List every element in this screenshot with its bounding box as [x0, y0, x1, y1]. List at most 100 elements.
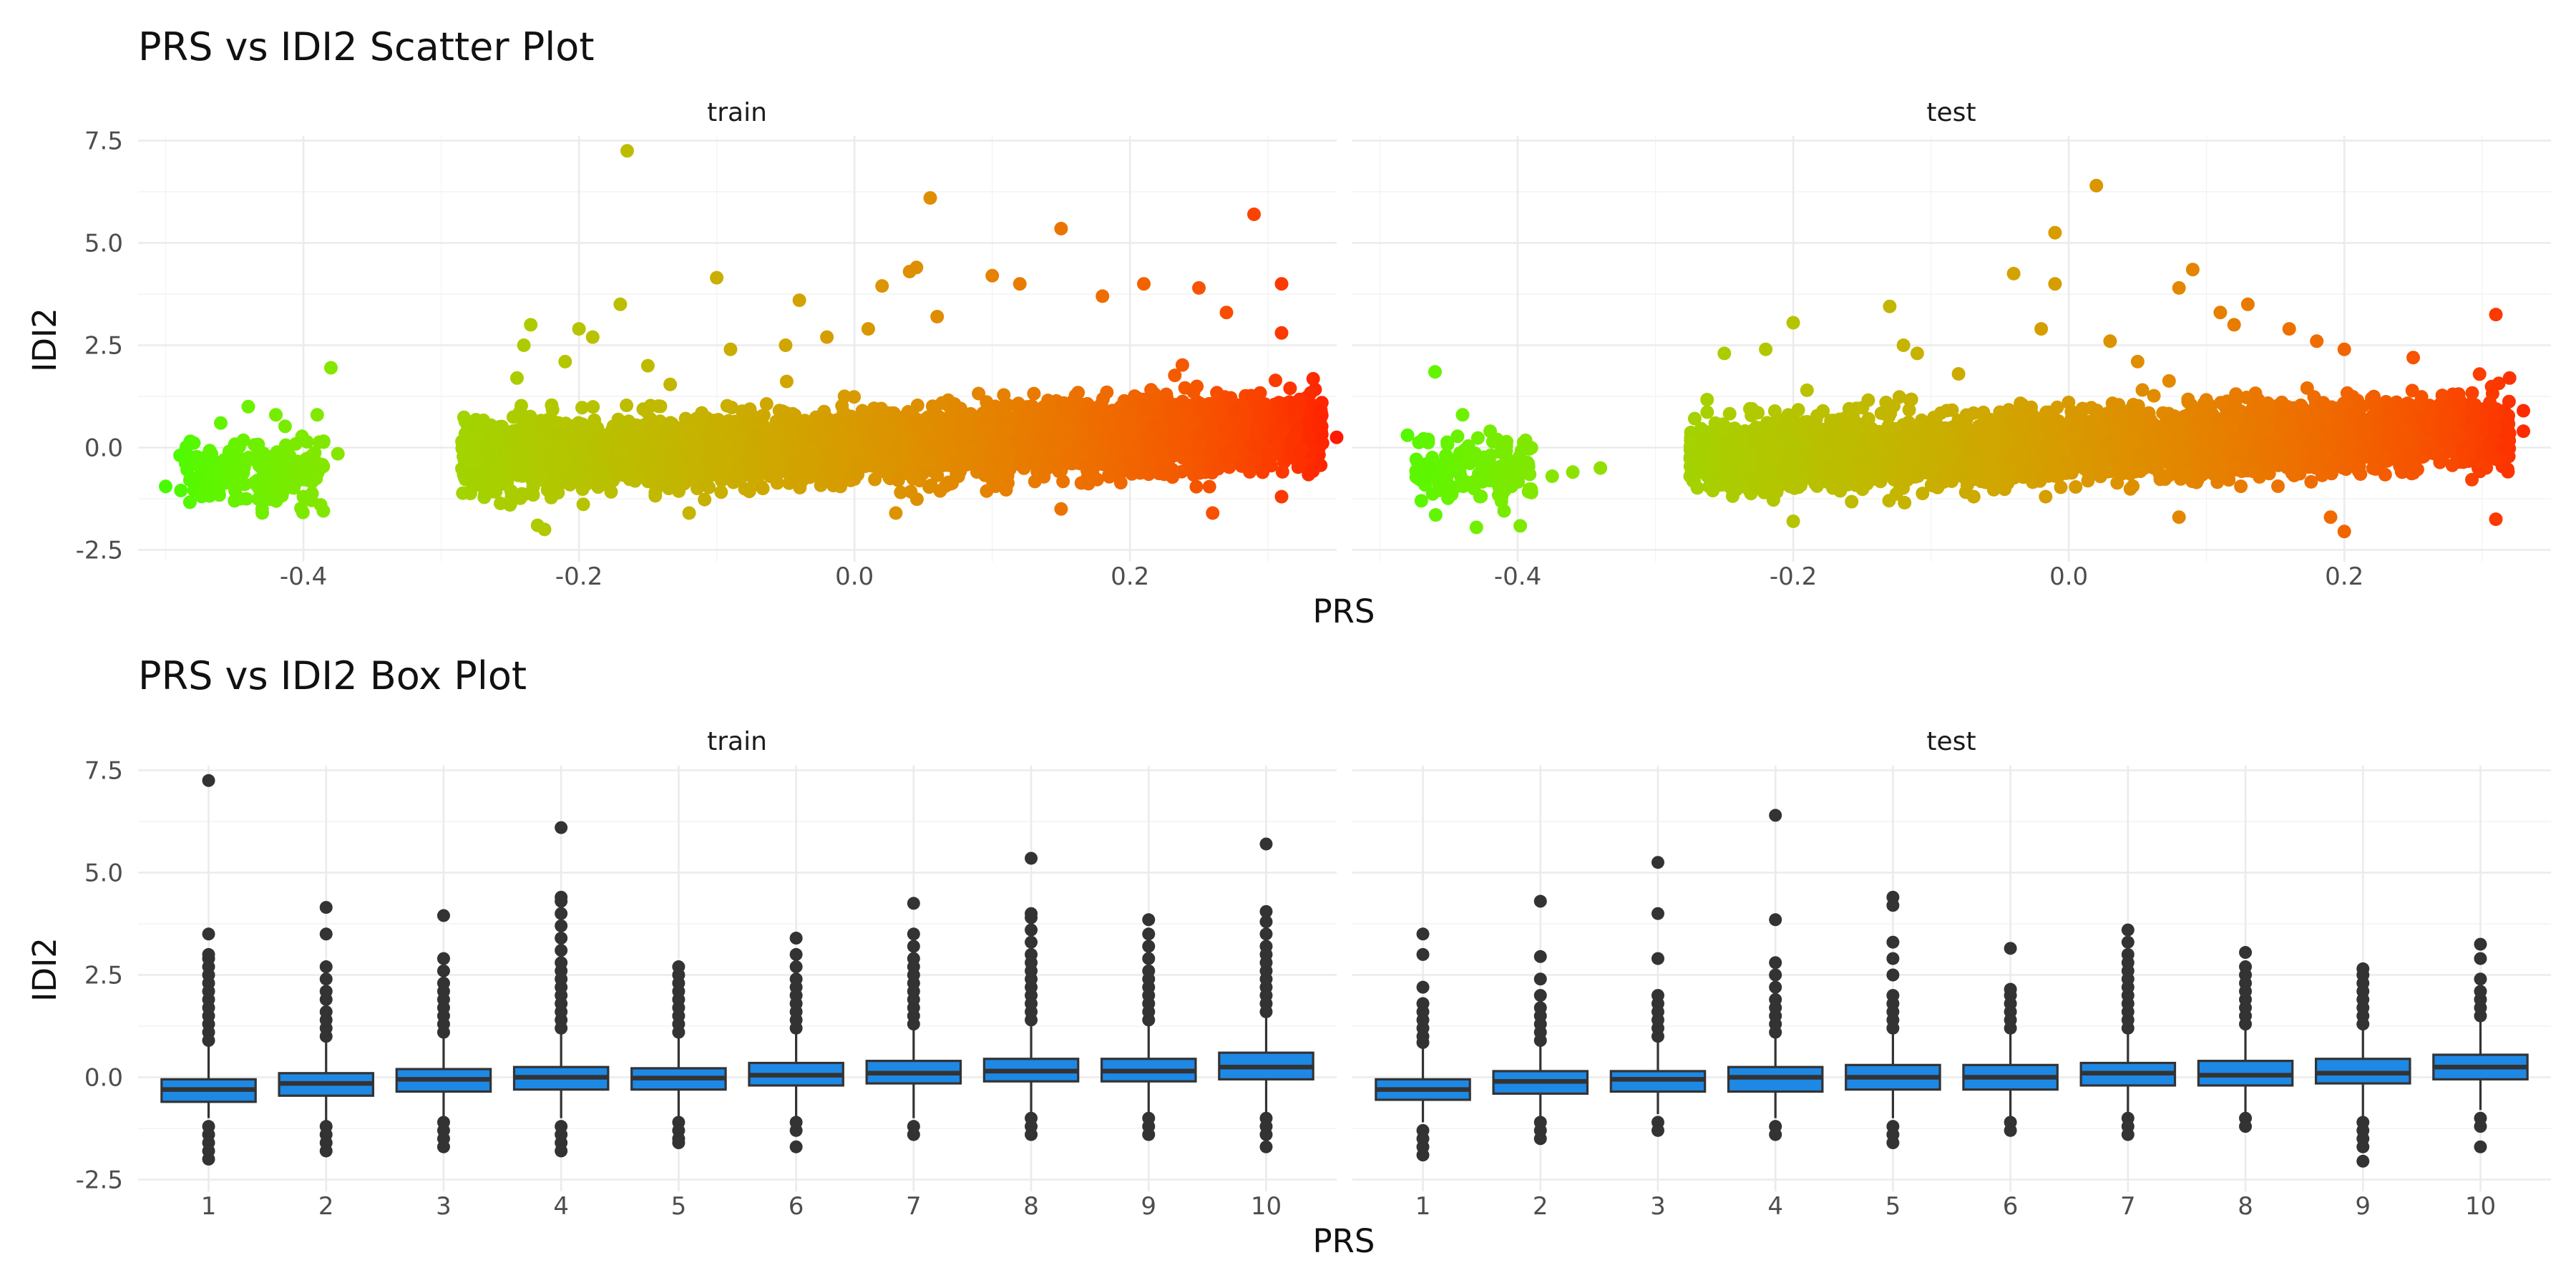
scatter-point: [296, 505, 310, 519]
scatter-point: [604, 484, 618, 499]
scatter-point: [980, 395, 994, 409]
scatter-point: [648, 464, 662, 479]
scatter-point: [653, 399, 668, 414]
scatter-point: [755, 409, 769, 423]
scatter-point: [182, 495, 197, 509]
scatter-point: [203, 489, 217, 503]
scatter-point: [591, 480, 605, 494]
scatter-point: [938, 479, 952, 493]
scatter-point: [1186, 385, 1201, 399]
scatter-point: [575, 401, 589, 415]
scatter-point: [611, 412, 625, 426]
scatter-point: [288, 436, 303, 451]
scatter-point: [847, 390, 862, 404]
scatter-point: [1189, 479, 1204, 494]
scatter-point: [1160, 392, 1174, 406]
scatter-point: [660, 421, 674, 436]
scatter-point: [1202, 479, 1216, 494]
scatter-point: [922, 480, 937, 494]
scatter-point: [220, 452, 235, 467]
scatter-point: [174, 484, 188, 497]
scatter-point: [711, 413, 726, 426]
scatter-point: [951, 469, 965, 484]
scatter-point: [1269, 374, 1282, 388]
scatter-point: [1179, 399, 1194, 413]
scatter-plot-title: PRS vs IDI2 Scatter Plot: [138, 24, 595, 69]
scatter-point: [620, 399, 634, 412]
scatter-point: [1294, 457, 1309, 471]
scatter-point: [566, 474, 580, 489]
scatter-point: [239, 492, 253, 506]
scatter-point: [648, 417, 662, 431]
scatter-point: [206, 475, 220, 489]
scatter-point: [1306, 464, 1320, 478]
scatter-point: [1306, 371, 1320, 386]
scatter-point: [1102, 469, 1116, 484]
scatter-point: [1167, 449, 1181, 463]
scatter-points-bulk: [173, 358, 1330, 520]
scatter-point: [1100, 385, 1114, 399]
scatter-point: [309, 472, 323, 486]
scatter-point: [500, 475, 514, 489]
scatter-point: [547, 415, 562, 429]
scatter-point: [904, 484, 918, 499]
scatter-x-tick-label: 0.0: [835, 562, 874, 591]
scatter-point: [756, 482, 770, 496]
scatter-point: [1179, 443, 1194, 457]
scatter-point: [874, 401, 889, 416]
scatter-point: [544, 490, 558, 504]
scatter-x-tick-label: -0.2: [555, 562, 602, 591]
scatter-point: [720, 399, 734, 413]
scatter-point: [1249, 453, 1263, 467]
scatter-point: [576, 497, 590, 512]
scatter-point: [458, 414, 472, 429]
scatter-point: [1037, 469, 1051, 484]
scatter-point: [1037, 399, 1051, 414]
scatter-point: [702, 480, 716, 494]
scatter-point: [999, 483, 1013, 497]
scatter-point: [714, 485, 728, 499]
scatter-point: [233, 439, 246, 454]
scatter-point: [1060, 452, 1073, 466]
scatter-strip-test: test: [1926, 98, 1976, 127]
scatter-point: [1119, 409, 1133, 423]
scatter-point: [907, 429, 921, 443]
scatter-point: [297, 469, 311, 483]
scatter-point: [982, 464, 997, 478]
scatter-point: [894, 485, 908, 499]
scatter-point: [1243, 465, 1257, 479]
scatter-point: [834, 432, 849, 447]
scatter-point: [1011, 396, 1025, 411]
scatter-point: [1027, 386, 1041, 401]
scatter-point: [945, 446, 960, 460]
scatter-point: [1283, 381, 1297, 396]
scatter-point: [997, 388, 1011, 402]
scatter-point: [514, 399, 528, 413]
scatter-point: [508, 431, 522, 446]
scatter-point: [698, 492, 712, 507]
scatter-point: [663, 377, 678, 391]
scatter-point: [759, 397, 774, 411]
scatter-point: [793, 481, 807, 494]
scatter-strip-train: train: [707, 98, 767, 127]
scatter-point: [232, 477, 246, 491]
scatter-point: [1175, 358, 1189, 372]
scatter-x-tick-label: -0.4: [280, 562, 327, 591]
scatter-point: [313, 498, 328, 512]
scatter-point: [629, 418, 643, 432]
scatter-point: [779, 374, 794, 389]
scatter-point: [278, 419, 292, 434]
scatter-point: [506, 410, 520, 424]
scatter-point: [1144, 383, 1158, 397]
scatter-point: [545, 403, 560, 417]
scatter-point: [1120, 439, 1134, 453]
scatter-point: [822, 445, 836, 459]
scatter-point: [636, 402, 650, 416]
scatter-panel-train: -0.4 -0.2 0.0 0.2: [138, 136, 1344, 591]
scatter-point: [1052, 464, 1066, 479]
scatter-point: [190, 470, 205, 484]
scatter-point: [1141, 403, 1154, 417]
scatter-point: [1113, 476, 1128, 490]
scatter-x-tick-label: 0.2: [1111, 562, 1149, 591]
